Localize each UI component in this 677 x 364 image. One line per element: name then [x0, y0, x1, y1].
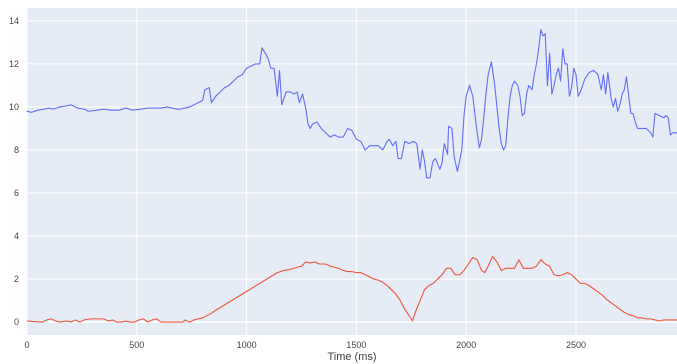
- y-tick-label-5: 10: [9, 102, 19, 112]
- x-tick-label-0: 0: [24, 340, 29, 350]
- y-tick-labels: 0 2 4 6 8 10 12 14: [9, 16, 19, 327]
- x-tick-label-4: 2000: [456, 340, 476, 350]
- x-tick-label-2: 1000: [237, 340, 257, 350]
- y-tick-label-2: 4: [14, 231, 19, 241]
- y-tick-label-3: 6: [14, 188, 19, 198]
- y-tick-label-0: 0: [14, 317, 19, 327]
- y-tick-label-1: 2: [14, 274, 19, 284]
- series-line-0: [26, 28, 677, 179]
- x-axis-title: Time (ms): [327, 351, 376, 363]
- x-tick-labels: 0 500 1000 1500 2000 2500: [24, 340, 586, 350]
- series-layer: [26, 28, 677, 323]
- x-tick-label-1: 500: [129, 340, 144, 350]
- series-line-1: [26, 255, 677, 323]
- y-tick-label-6: 12: [9, 59, 19, 69]
- x-tick-label-5: 2500: [566, 340, 586, 350]
- plot-area: [27, 8, 677, 335]
- y-tick-label-7: 14: [9, 16, 19, 26]
- x-tick-label-3: 1500: [346, 340, 366, 350]
- x-gridlines: [26, 8, 577, 335]
- y-tick-label-4: 8: [14, 145, 19, 155]
